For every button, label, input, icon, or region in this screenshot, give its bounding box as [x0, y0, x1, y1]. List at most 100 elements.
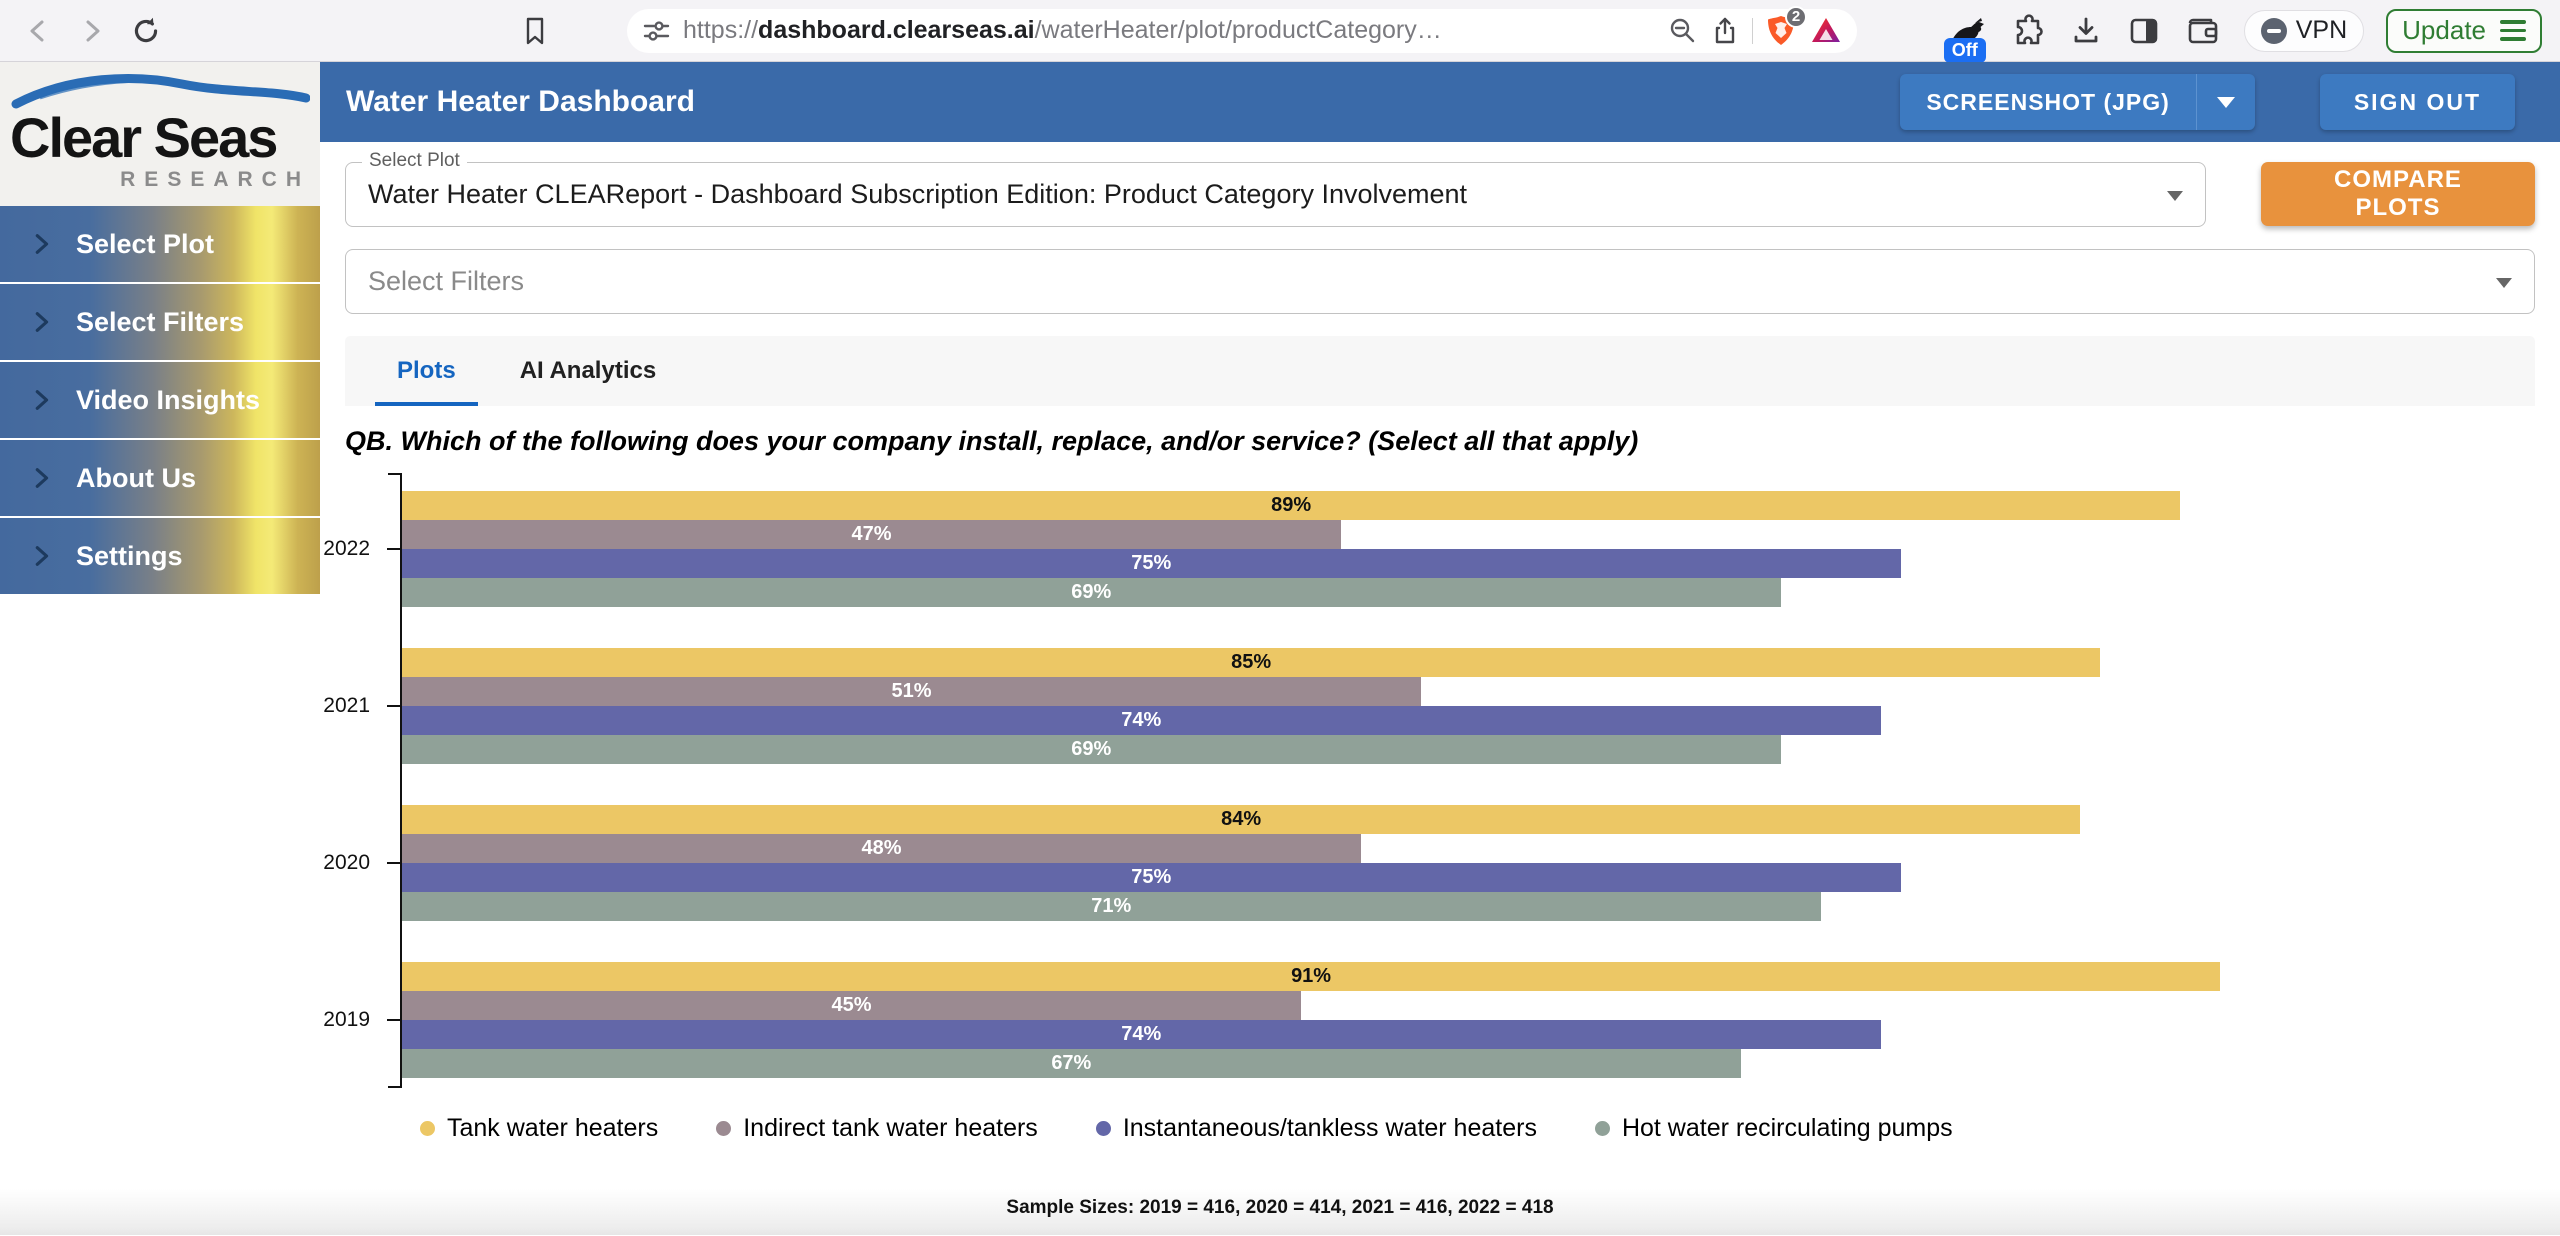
bar-group-2019: 2019 91% 45% 74% 67%	[323, 962, 2400, 1078]
sidebar-item-label: Select Plot	[76, 228, 215, 259]
bar-value-label: 47%	[851, 523, 892, 545]
extensions-icon[interactable]	[2010, 13, 2046, 49]
bar-value-label: 74%	[1121, 1023, 1162, 1045]
bar-instantaneous-tankless-water-heaters-2022: 75%	[402, 549, 1901, 578]
select-filters-field[interactable]: Select Filters	[345, 249, 2535, 314]
axis-tick	[388, 1086, 401, 1088]
bar-value-label: 75%	[1131, 866, 1172, 888]
question-title: QB. Which of the following does your com…	[345, 426, 1639, 456]
logo-subtitle: RESEARCH	[120, 168, 310, 191]
bar-value-label: 91%	[1291, 965, 1332, 987]
sidebar-item-label: Select Filters	[76, 306, 245, 337]
bar-hot-water-recirculating-pumps-2020: 71%	[402, 892, 1821, 921]
bar-indirect-tank-water-heaters-2022: 47%	[402, 520, 1342, 549]
downloads-icon[interactable]	[2068, 13, 2104, 49]
update-button[interactable]: Update	[2386, 8, 2542, 53]
bar-instantaneous-tankless-water-heaters-2021: 74%	[402, 706, 1881, 735]
vpn-label: VPN	[2295, 16, 2348, 44]
app-header: Water Heater Dashboard SCREENSHOT (JPG) …	[320, 62, 2560, 142]
year-label: 2019	[323, 1008, 370, 1031]
signout-button[interactable]: SIGN OUT	[2319, 74, 2515, 130]
chart-legend: Tank water heaters Indirect tank water he…	[420, 1114, 2535, 1143]
sidebar-item-label: Video Insights	[76, 384, 261, 415]
bar-value-label: 84%	[1221, 808, 1262, 830]
vpn-button[interactable]: VPN	[2243, 9, 2365, 52]
bar-value-label: 51%	[891, 680, 932, 702]
page-title: Water Heater Dashboard	[346, 85, 695, 118]
bottom-strip: Sample Sizes: 2019 = 416, 2020 = 414, 20…	[0, 1189, 2560, 1235]
bar-instantaneous-tankless-water-heaters-2019: 74%	[402, 1020, 1881, 1049]
brave-shield-icon[interactable]: 2	[1765, 5, 1807, 48]
url-text[interactable]: https://dashboard.clearseas.ai/waterHeat…	[683, 16, 1442, 44]
update-label: Update	[2402, 15, 2486, 45]
sidebar-item-select-plot[interactable]: Select Plot	[0, 206, 320, 284]
bar-chart: 2022 89% 47% 75% 69% 2021 85% 51% 74% 69% 2020 84% 4…	[323, 473, 2535, 1143]
bar-hot-water-recirculating-pumps-2021: 69%	[402, 735, 1781, 764]
wallet-icon[interactable]	[2184, 13, 2222, 49]
brave-rewards-icon[interactable]	[1809, 15, 1843, 47]
bar-value-label: 85%	[1231, 651, 1272, 673]
clearseas-logo: Clear Seas RESEARCH	[0, 62, 320, 206]
bar-group-2021: 2021 85% 51% 74% 69%	[323, 648, 2400, 764]
bar-tank-water-heaters-2021: 85%	[402, 648, 2101, 677]
rabbit-extension-icon[interactable]: Off	[1943, 13, 1988, 63]
legend-item-hot-water-recirculating-pumps: Hot water recirculating pumps	[1594, 1114, 1953, 1143]
select-plot-field[interactable]: Select Plot Water Heater CLEAReport - Da…	[345, 150, 2206, 227]
bar-value-label: 89%	[1271, 494, 1312, 516]
bar-indirect-tank-water-heaters-2019: 45%	[402, 991, 1302, 1020]
legend-dot	[1594, 1121, 1610, 1136]
screenshot-button[interactable]: SCREENSHOT (JPG)	[1900, 74, 2197, 130]
share-icon[interactable]	[1710, 15, 1740, 47]
off-badge: Off	[1943, 37, 1986, 63]
sidebar-item-about-us[interactable]: About Us	[0, 440, 320, 518]
sidebar-item-video-insights[interactable]: Video Insights	[0, 362, 320, 440]
bar-instantaneous-tankless-water-heaters-2020: 75%	[402, 863, 1901, 892]
tune-icon[interactable]	[641, 16, 671, 46]
browser-toolbar: https://dashboard.clearseas.ai/waterHeat…	[0, 0, 2560, 63]
year-label: 2021	[323, 694, 370, 717]
sidebar-item-select-filters[interactable]: Select Filters	[0, 284, 320, 362]
legend-label: Indirect tank water heaters	[743, 1114, 1038, 1142]
divider	[1752, 17, 1753, 44]
dropdown-arrow-icon	[2166, 191, 2183, 201]
bookmark-icon[interactable]	[515, 11, 555, 51]
back-button[interactable]	[18, 11, 58, 51]
url-bar[interactable]: https://dashboard.clearseas.ai/waterHeat…	[627, 5, 1857, 53]
compare-plots-button[interactable]: COMPARE PLOTS	[2260, 162, 2535, 226]
sidebar-toggle-icon[interactable]	[2126, 13, 2162, 49]
chevron-right-icon	[35, 546, 49, 566]
screenshot-dropdown-arrow[interactable]	[2197, 74, 2255, 130]
sidebar-item-settings[interactable]: Settings	[0, 518, 320, 596]
sidebar-item-label: Settings	[76, 540, 183, 571]
bar-value-label: 71%	[1091, 895, 1132, 917]
menu-icon	[2500, 20, 2526, 41]
tab-bar: Plots AI Analytics	[345, 336, 2535, 406]
bar-value-label: 74%	[1121, 709, 1162, 731]
plot-area: 2022 89% 47% 75% 69% 2021 85% 51% 74% 69% 2020 84% 4…	[323, 473, 2400, 1088]
bar-value-label: 69%	[1071, 738, 1112, 760]
legend-label: Instantaneous/tankless water heaters	[1122, 1114, 1537, 1142]
legend-item-tank-water-heaters: Tank water heaters	[420, 1114, 658, 1143]
tab-ai-analytics[interactable]: AI Analytics	[519, 357, 657, 384]
select-filters-placeholder: Select Filters	[368, 266, 525, 296]
year-label: 2022	[323, 537, 370, 560]
bar-value-label: 75%	[1131, 552, 1172, 574]
reload-button[interactable]	[126, 11, 166, 51]
tab-plots[interactable]: Plots	[375, 336, 478, 406]
axis-tick	[387, 1019, 400, 1021]
legend-item-instantaneous-tankless-water-heaters: Instantaneous/tankless water heaters	[1095, 1114, 1537, 1143]
bar-indirect-tank-water-heaters-2020: 48%	[402, 834, 1362, 863]
bar-group-2022: 2022 89% 47% 75% 69%	[323, 491, 2400, 607]
forward-button[interactable]	[72, 11, 112, 51]
sidebar-item-label: About Us	[76, 462, 196, 493]
select-plot-value: Water Heater CLEAReport - Dashboard Subs…	[368, 179, 1468, 209]
legend-label: Hot water recirculating pumps	[1621, 1114, 1953, 1142]
vpn-status-icon	[2260, 17, 2287, 44]
bar-value-label: 45%	[831, 994, 872, 1016]
dropdown-arrow-icon	[2496, 278, 2512, 288]
chevron-right-icon	[35, 312, 49, 332]
year-label: 2020	[323, 851, 370, 874]
zoom-out-icon[interactable]	[1666, 15, 1698, 47]
axis-tick	[387, 548, 400, 550]
legend-label: Tank water heaters	[447, 1114, 659, 1142]
